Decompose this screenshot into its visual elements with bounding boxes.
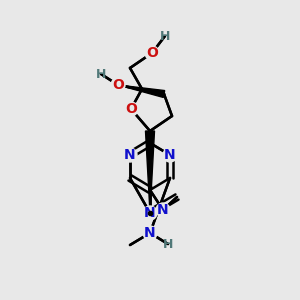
Text: H: H — [160, 29, 170, 43]
Circle shape — [143, 206, 157, 220]
Circle shape — [145, 46, 159, 60]
Text: N: N — [144, 206, 156, 220]
Circle shape — [143, 226, 157, 240]
Circle shape — [163, 148, 177, 162]
Polygon shape — [118, 85, 165, 98]
Text: N: N — [164, 148, 176, 162]
Text: O: O — [112, 78, 124, 92]
Text: N: N — [144, 226, 156, 240]
Circle shape — [124, 102, 138, 116]
Text: O: O — [125, 102, 137, 116]
Polygon shape — [146, 131, 154, 213]
Text: N: N — [124, 148, 136, 162]
Text: N: N — [157, 203, 169, 217]
Circle shape — [123, 148, 137, 162]
Circle shape — [156, 203, 170, 217]
Text: H: H — [96, 68, 106, 80]
Circle shape — [111, 78, 125, 92]
Text: O: O — [146, 46, 158, 60]
Text: H: H — [163, 238, 173, 250]
